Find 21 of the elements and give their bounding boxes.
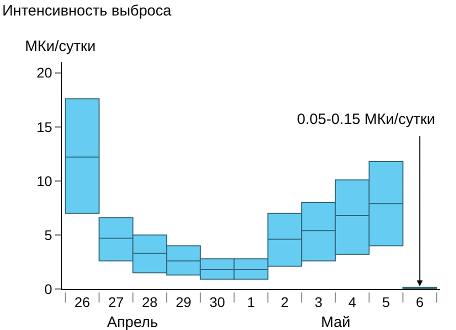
annotation: 0.05-0.15 МКи/сутки bbox=[297, 111, 436, 128]
x-tick-label: 28 bbox=[142, 294, 158, 310]
y-tick-label: 10 bbox=[36, 172, 52, 189]
y-tick-label: 20 bbox=[36, 64, 52, 81]
text: Апрель bbox=[107, 314, 158, 330]
x-tick-label: 2 bbox=[280, 294, 289, 310]
x-tick-label: 3 bbox=[314, 294, 323, 310]
x-tick-label: 4 bbox=[348, 294, 356, 310]
text: Май bbox=[321, 314, 350, 330]
y-tick-label: 0 bbox=[44, 280, 52, 297]
x-tick-label: 27 bbox=[108, 294, 124, 310]
x-tick-label: 6 bbox=[416, 294, 424, 310]
x-tick-label: 1 bbox=[247, 294, 256, 310]
chart-title: Интенсивность выброса bbox=[2, 2, 172, 20]
y-tick-label: 5 bbox=[44, 226, 52, 243]
x-tick-label: 26 bbox=[74, 294, 90, 310]
y-axis-title: МКи/сутки bbox=[25, 38, 96, 55]
y-tick-label: 15 bbox=[36, 118, 52, 135]
x-tick-label: 29 bbox=[176, 294, 192, 310]
x-tick-label: 5 bbox=[382, 294, 390, 310]
x-tick-label: 30 bbox=[209, 294, 226, 310]
